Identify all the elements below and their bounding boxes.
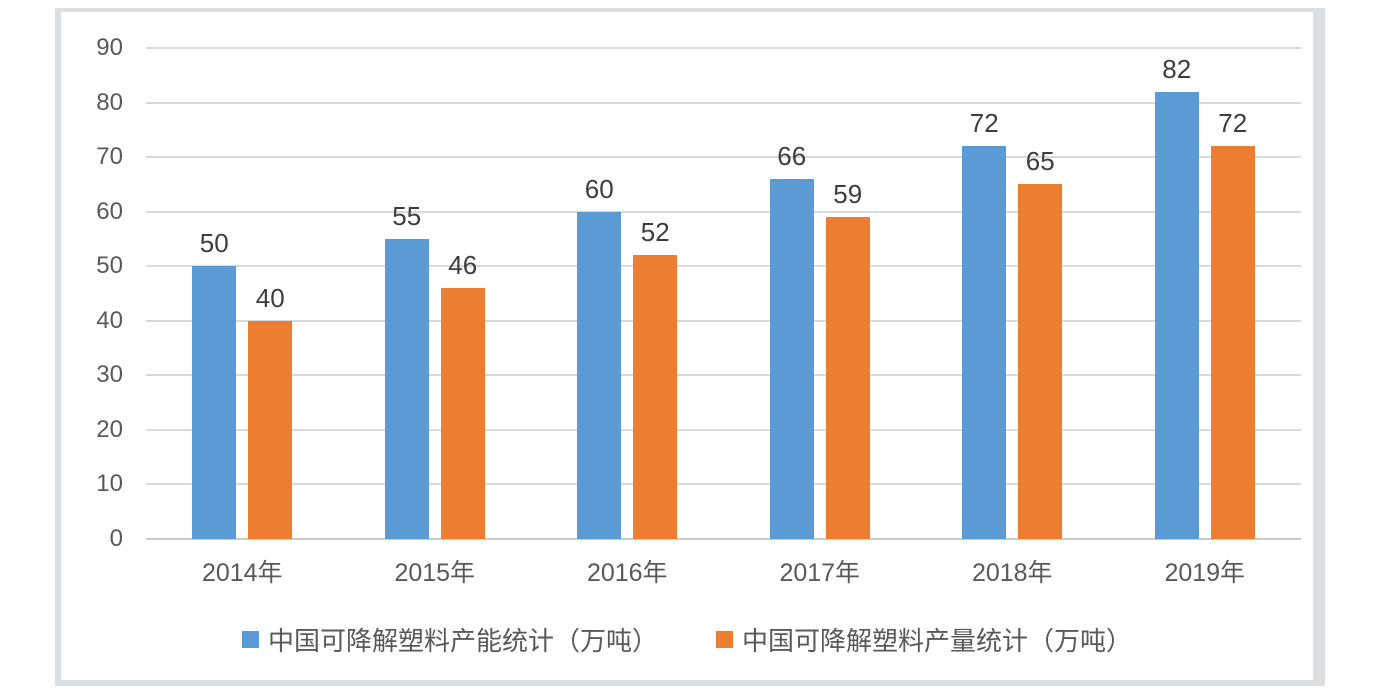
data-label: 72: [969, 108, 999, 139]
legend-item: 中国可降解塑料产能统计（万吨）: [241, 621, 658, 658]
data-label: 46: [448, 250, 478, 281]
x-axis-label: 2019年: [1164, 559, 1246, 587]
x-axis-label: 2016年: [586, 559, 668, 587]
x-axis-label: 2017年: [779, 559, 861, 587]
bar-2019年-series1: [1154, 91, 1199, 539]
gridline: [146, 265, 1301, 268]
legend-label: 中国可降解塑料产能统计（万吨）: [267, 626, 658, 656]
legend-color-swatch-icon: [241, 631, 259, 648]
chart-container: 0 10 20 30 40 50 60 70 80 90 50 40 2014年 55 46 2015年 60 5…: [55, 8, 1325, 686]
y-axis-tick-label: 20: [96, 415, 123, 443]
bar-2014年-series1: [192, 266, 237, 539]
plot-area: 0 10 20 30 40 50 60 70 80 90 50 40 2014年 55 46 2015年 60 5…: [61, 12, 1313, 680]
bar-2018年-series2: [1018, 184, 1063, 539]
data-label: 65: [1025, 146, 1055, 177]
data-label: 55: [392, 200, 422, 231]
data-label: 52: [640, 217, 670, 248]
data-label: 59: [833, 179, 863, 210]
y-axis-tick-label: 30: [96, 361, 123, 389]
bar-2017年-series1: [769, 178, 814, 539]
gridline: [146, 210, 1301, 213]
bar-2015年-series2: [440, 288, 485, 539]
data-label: 82: [1162, 53, 1192, 84]
legend-label: 中国可降解塑料产量统计（万吨）: [742, 626, 1133, 656]
x-axis-label: 2014年: [201, 559, 283, 587]
data-label: 72: [1218, 108, 1248, 139]
y-axis-tick-label: 60: [96, 197, 123, 225]
bar-2016年-series1: [577, 211, 622, 539]
gridline: [146, 538, 1301, 540]
y-axis-tick-label: 90: [96, 34, 123, 61]
gridline: [146, 101, 1301, 104]
gridline: [146, 319, 1301, 322]
bar-2016年-series2: [633, 255, 678, 539]
y-axis-tick-label: 70: [96, 143, 123, 171]
legend-item: 中国可降解塑料产量统计（万吨）: [716, 621, 1132, 658]
data-label: 66: [777, 140, 807, 171]
x-axis-label: 2018年: [971, 559, 1053, 587]
gridline: [146, 483, 1301, 486]
y-axis-tick-label: 10: [96, 470, 123, 498]
gridline: [146, 374, 1301, 377]
y-axis-tick-label: 80: [96, 88, 123, 116]
data-label: 60: [584, 173, 614, 204]
y-axis-tick-label: 50: [96, 252, 123, 280]
data-label: 40: [255, 282, 285, 313]
bar-2017年-series2: [825, 217, 870, 539]
chart-legend: 中国可降解塑料产能统计（万吨） 中国可降解塑料产量统计（万吨）: [61, 621, 1313, 658]
bar-2018年-series1: [962, 146, 1007, 539]
gridline: [146, 428, 1301, 431]
bar-2019年-series2: [1210, 146, 1255, 539]
gridline: [146, 156, 1301, 159]
bar-2014年-series2: [248, 320, 293, 539]
x-axis-label: 2015年: [394, 559, 476, 587]
bar-2015年-series1: [384, 238, 429, 539]
legend-color-swatch-icon: [716, 631, 733, 648]
y-axis-tick-label: 40: [96, 306, 123, 334]
y-axis-tick-label: 0: [109, 525, 123, 552]
gridline: [146, 47, 1301, 49]
data-label: 50: [199, 228, 229, 259]
